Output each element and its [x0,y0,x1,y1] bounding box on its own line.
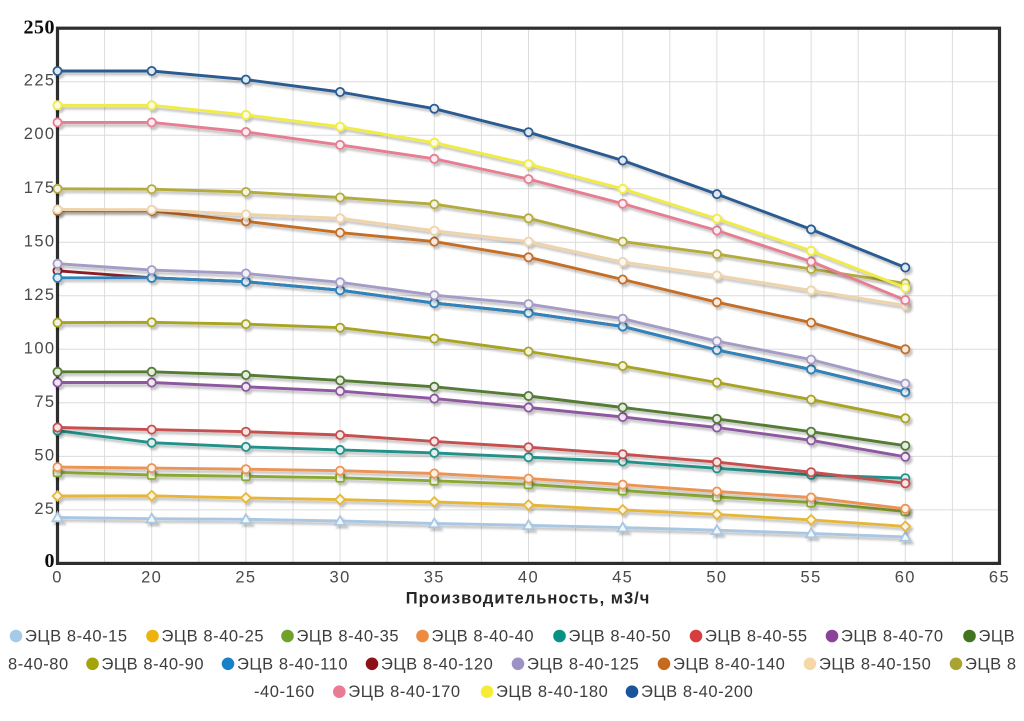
svg-text:ЭЦВ 8-40-90: ЭЦВ 8-40-90 [102,655,205,673]
svg-text:35: 35 [424,569,445,587]
svg-text:40: 40 [518,569,539,587]
svg-text:60: 60 [895,569,916,587]
svg-text:ЭЦВ 8-40-120: ЭЦВ 8-40-120 [381,655,493,673]
svg-text:ЭЦВ 8-40-15: ЭЦВ 8-40-15 [25,628,128,646]
svg-text:ЭЦВ 8-40-150: ЭЦВ 8-40-150 [819,655,931,673]
svg-text:ЭЦВ 8-40-50: ЭЦВ 8-40-50 [569,628,672,646]
svg-text:ЭЦВ 8-40-140: ЭЦВ 8-40-140 [673,655,785,673]
svg-text:75: 75 [34,393,55,411]
svg-text:0: 0 [52,569,63,587]
svg-text:-40-160: -40-160 [254,683,315,701]
svg-text:25: 25 [34,500,55,518]
svg-text:50: 50 [706,569,727,587]
svg-text:ЭЦВ: ЭЦВ [979,628,1016,646]
svg-text:8-40-80: 8-40-80 [8,655,69,673]
svg-text:0: 0 [45,550,56,572]
svg-text:ЭЦВ 8: ЭЦВ 8 [965,655,1017,673]
svg-text:150: 150 [24,232,56,250]
svg-text:ЭЦВ 8-40-200: ЭЦВ 8-40-200 [641,683,753,701]
svg-text:125: 125 [24,286,56,304]
svg-text:100: 100 [24,339,56,357]
svg-text:20: 20 [141,569,162,587]
svg-text:55: 55 [801,569,822,587]
svg-text:ЭЦВ 8-40-35: ЭЦВ 8-40-35 [297,628,400,646]
svg-text:30: 30 [330,569,351,587]
svg-text:200: 200 [24,125,56,143]
svg-text:65: 65 [989,569,1010,587]
svg-text:250: 250 [24,16,56,38]
svg-text:Производительность, м3/ч: Производительность, м3/ч [406,590,651,608]
svg-text:ЭЦВ 8-40-110: ЭЦВ 8-40-110 [237,655,348,673]
svg-text:ЭЦВ 8-40-25: ЭЦВ 8-40-25 [162,628,265,646]
svg-text:25: 25 [235,569,256,587]
svg-text:45: 45 [612,569,633,587]
svg-text:ЭЦВ 8-40-180: ЭЦВ 8-40-180 [496,683,608,701]
svg-text:ЭЦВ 8-40-170: ЭЦВ 8-40-170 [348,683,460,701]
svg-text:ЭЦВ 8-40-125: ЭЦВ 8-40-125 [527,655,639,673]
svg-text:ЭЦВ 8-40-70: ЭЦВ 8-40-70 [841,628,944,646]
svg-text:225: 225 [24,72,56,90]
svg-text:50: 50 [34,446,55,464]
svg-text:ЭЦВ 8-40-40: ЭЦВ 8-40-40 [432,628,535,646]
svg-text:175: 175 [24,179,56,197]
svg-text:ЭЦВ 8-40-55: ЭЦВ 8-40-55 [705,628,808,646]
